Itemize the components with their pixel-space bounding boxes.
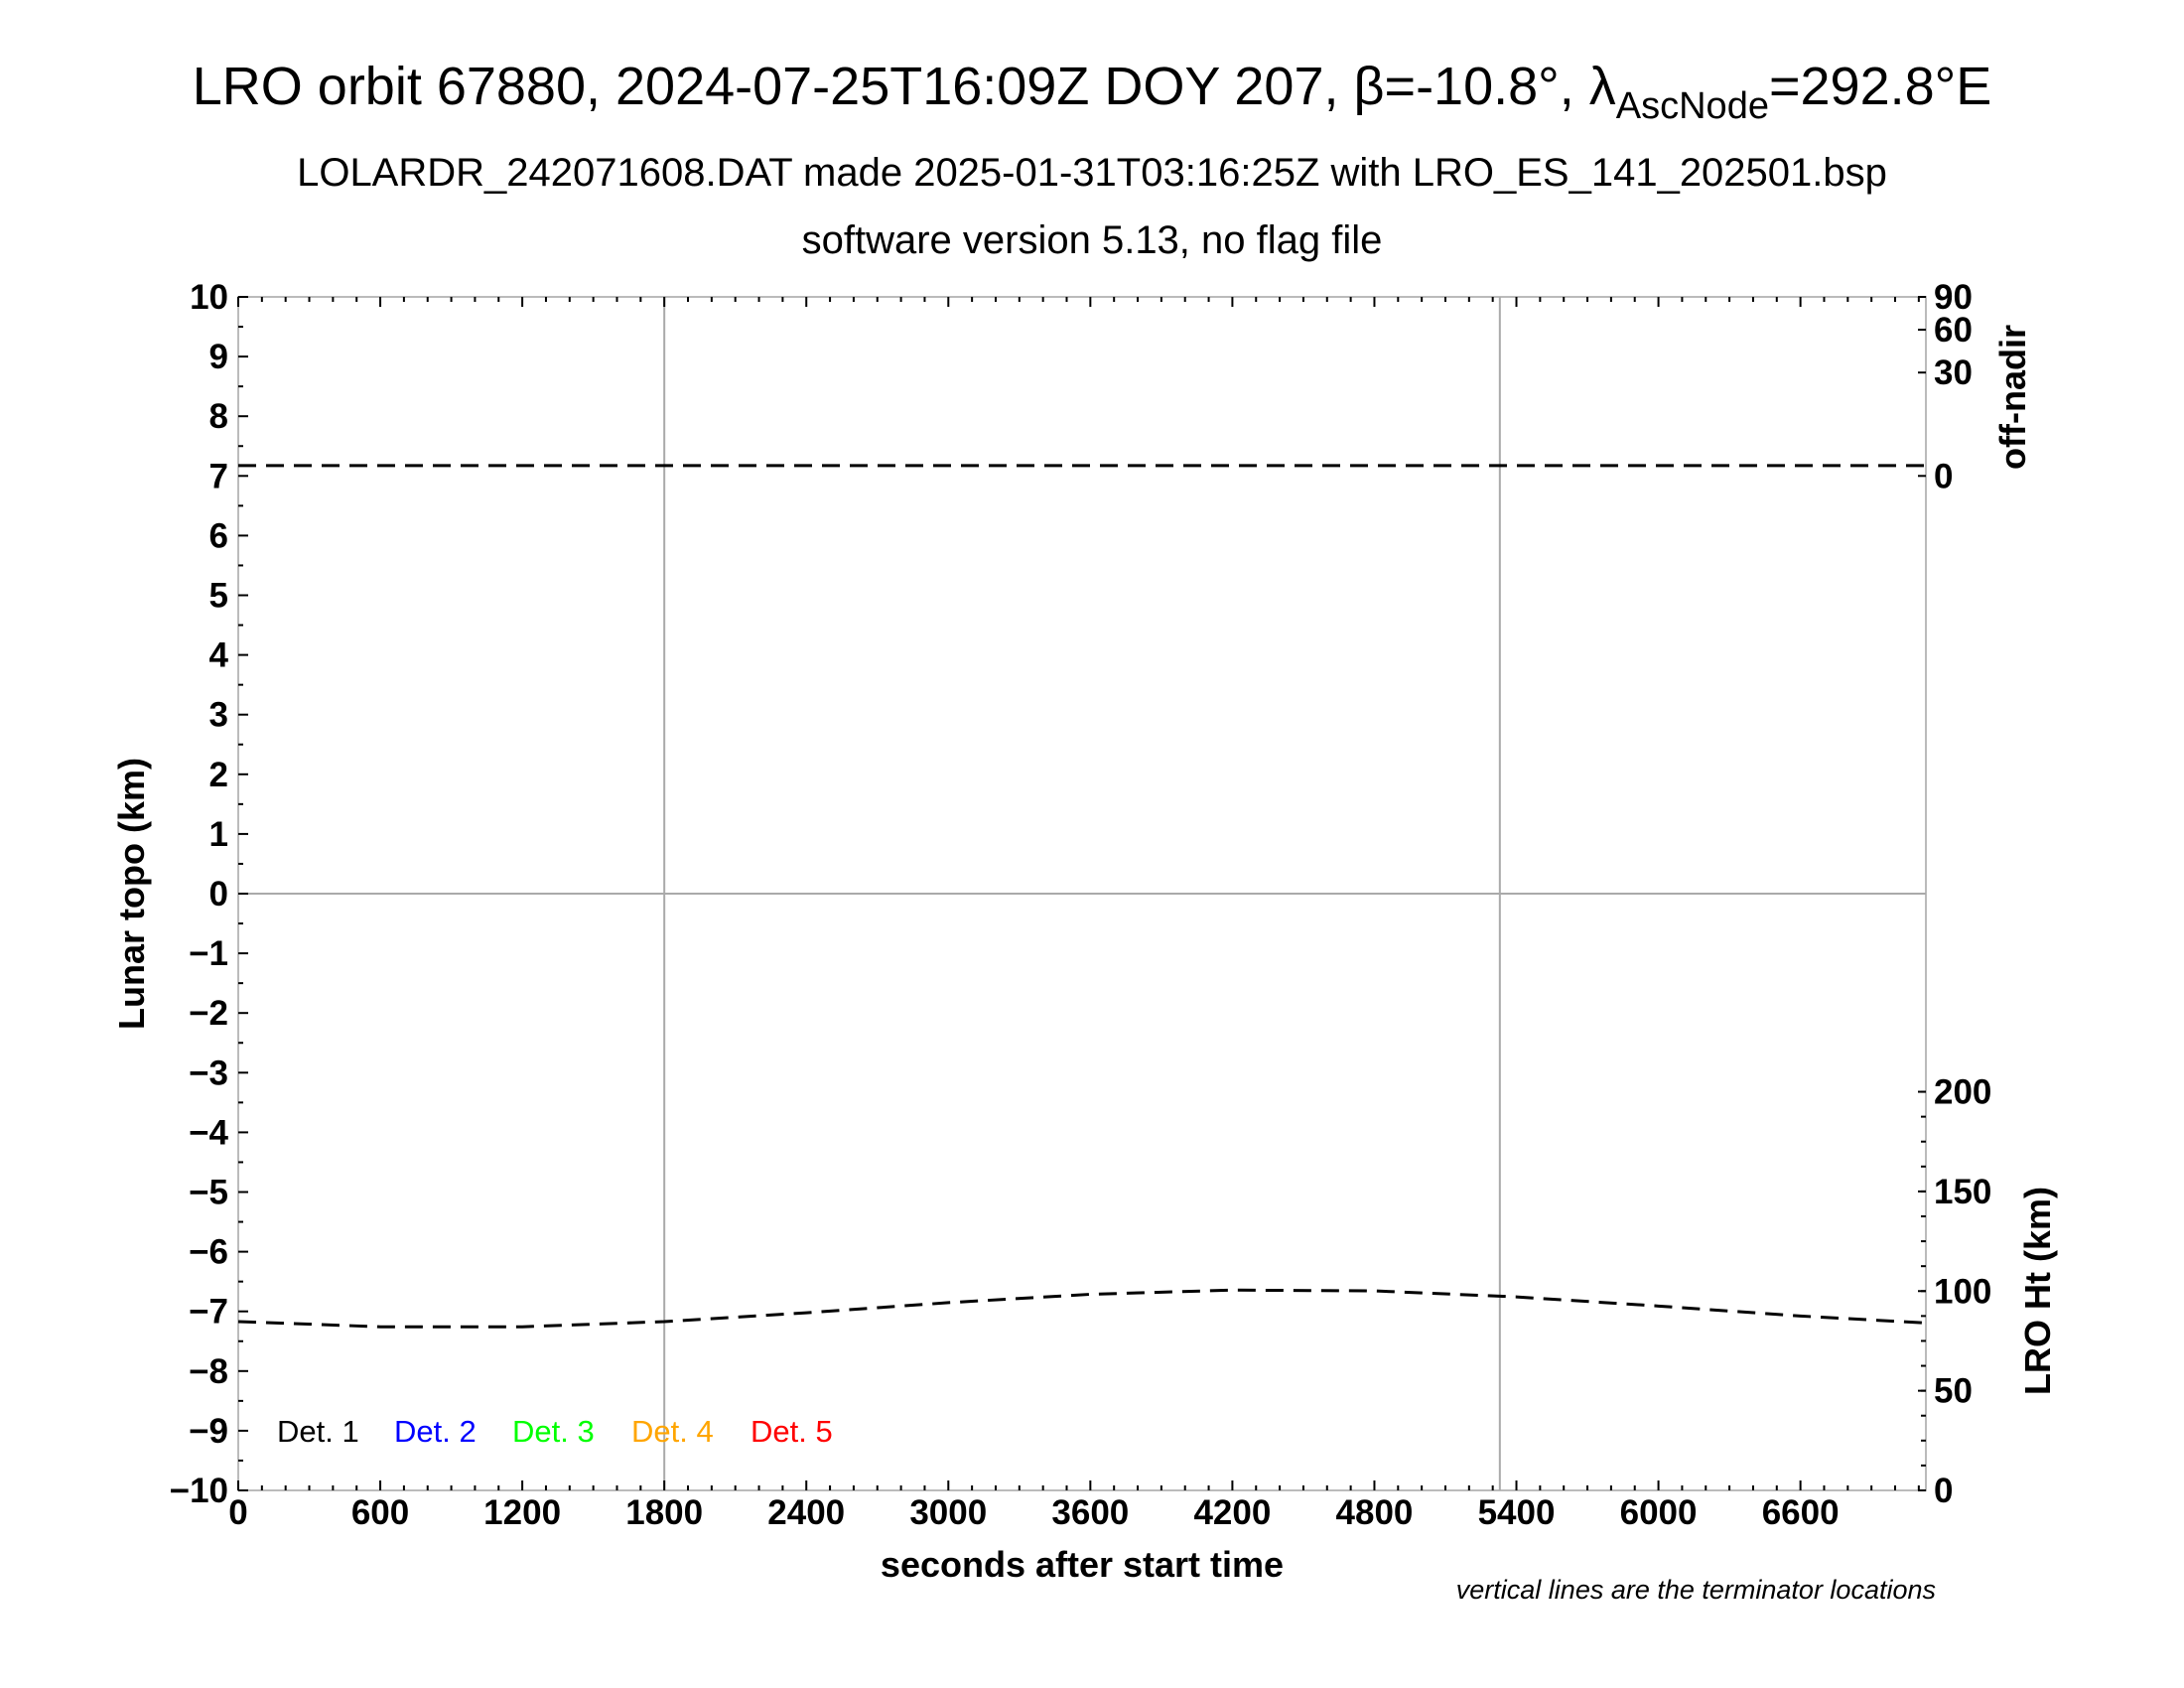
- x-tick-label: 4200: [1193, 1493, 1271, 1532]
- x-tick-label: 2400: [767, 1493, 845, 1532]
- y-tick-label: 10: [190, 278, 228, 317]
- y-tick-label: −9: [189, 1412, 228, 1451]
- x-tick-label: 0: [228, 1493, 247, 1532]
- y-tick-label: −4: [189, 1113, 228, 1152]
- x-tick-label: 3600: [1051, 1493, 1129, 1532]
- x-tick-label: 1200: [483, 1493, 561, 1532]
- lro-height-line: [237, 1288, 1927, 1329]
- legend-det-2: Det. 2: [394, 1414, 477, 1449]
- x-tick-label: 5400: [1478, 1493, 1556, 1532]
- height-tick-label: 100: [1934, 1272, 1991, 1311]
- x-tick-label: 4800: [1336, 1493, 1414, 1532]
- y-tick-label: −3: [189, 1054, 228, 1092]
- x-tick-label: 1800: [625, 1493, 703, 1532]
- y-tick-label: 0: [209, 875, 228, 914]
- x-axis-label: seconds after start time: [881, 1544, 1284, 1585]
- chart-subtitle-version: software version 5.13, no flag file: [802, 218, 1383, 262]
- x-tick-label: 600: [351, 1493, 409, 1532]
- legend-det-3: Det. 3: [512, 1414, 595, 1449]
- y-tick-label: 1: [209, 815, 228, 854]
- y-tick-label: 3: [209, 696, 228, 735]
- y-tick-label: 4: [209, 636, 229, 675]
- y-tick-label: −6: [189, 1233, 228, 1272]
- y-tick-label: 6: [209, 516, 228, 555]
- chart-title: LRO orbit 67880, 2024-07-25T16:09Z DOY 2…: [193, 57, 1992, 127]
- height-tick-label: 0: [1934, 1472, 1953, 1510]
- legend-det-5: Det. 5: [751, 1414, 833, 1449]
- y-tick-label: −1: [189, 934, 228, 973]
- y-tick-label: 5: [209, 577, 228, 616]
- height-tick-label: 200: [1934, 1073, 1991, 1112]
- x-tick-label: 6000: [1620, 1493, 1698, 1532]
- y-tick-label: 9: [209, 338, 228, 376]
- y-tick-label: −7: [189, 1293, 228, 1332]
- y-tick-label: 8: [209, 397, 228, 436]
- y-tick-label: 2: [209, 756, 228, 794]
- chart-subtitle-file: LOLARDR_242071608.DAT made 2025-01-31T03…: [297, 151, 1887, 195]
- x-tick-label: 6600: [1762, 1493, 1840, 1532]
- y-axis-label: Lunar topo (km): [111, 758, 152, 1030]
- legend-det-1: Det. 1: [277, 1414, 359, 1449]
- y-tick-label: −10: [170, 1472, 228, 1510]
- y-tick-label: −5: [189, 1174, 228, 1212]
- terminator-note: vertical lines are the terminator locati…: [1456, 1575, 1936, 1605]
- off-nadir-tick-label: 30: [1934, 353, 1973, 392]
- height-tick-label: 150: [1934, 1173, 1991, 1211]
- y-tick-label: 7: [209, 457, 228, 495]
- x-tick-label: 3000: [909, 1493, 987, 1532]
- off-nadir-tick-label: 90: [1934, 278, 1973, 317]
- off-nadir-tick-label: 60: [1934, 311, 1973, 350]
- off-nadir-axis-label: off-nadir: [1992, 325, 2033, 470]
- y-tick-label: −2: [189, 994, 228, 1033]
- y-tick-label: −8: [189, 1352, 228, 1391]
- lro-height-axis-label: LRO Ht (km): [2017, 1187, 2058, 1395]
- off-nadir-tick-label: 0: [1934, 457, 1953, 495]
- height-tick-label: 50: [1934, 1372, 1973, 1411]
- legend-det-4: Det. 4: [631, 1414, 714, 1449]
